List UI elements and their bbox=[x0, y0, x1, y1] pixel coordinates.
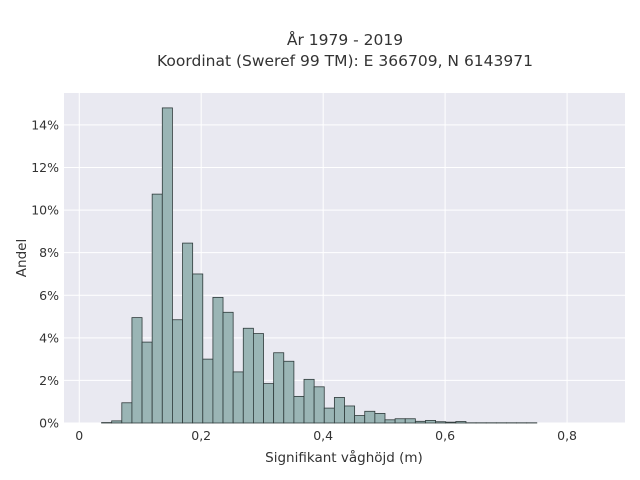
histogram-bar bbox=[374, 413, 386, 424]
histogram-bar bbox=[303, 378, 315, 424]
y-tick-label: 14% bbox=[31, 117, 59, 132]
histogram-bar bbox=[111, 420, 123, 424]
histogram-bar bbox=[414, 420, 426, 424]
histogram-bar bbox=[202, 358, 214, 424]
histogram-bar bbox=[151, 193, 163, 424]
x-tick-label: 0,8 bbox=[557, 428, 577, 443]
histogram-bar bbox=[394, 418, 406, 424]
y-tick-label: 6% bbox=[39, 288, 59, 303]
histogram-bar bbox=[293, 395, 305, 424]
histogram-bar bbox=[323, 407, 335, 424]
y-tick-label: 12% bbox=[31, 160, 59, 175]
y-tick-label: 4% bbox=[39, 330, 59, 345]
x-tick-label: 0,6 bbox=[435, 428, 455, 443]
histogram-bars bbox=[101, 107, 538, 424]
histogram-bar bbox=[344, 405, 356, 424]
histogram-bar bbox=[141, 341, 153, 424]
y-axis-label: Andel bbox=[14, 239, 30, 277]
histogram-bar bbox=[333, 397, 345, 424]
histogram-bar bbox=[354, 415, 366, 424]
x-tick-label: 0 bbox=[75, 428, 83, 443]
histogram-bar bbox=[313, 386, 325, 424]
histogram-bar bbox=[222, 311, 234, 424]
histogram-bar bbox=[131, 317, 143, 424]
histogram-bar bbox=[252, 333, 264, 424]
histogram-bar bbox=[435, 421, 447, 424]
histogram-bar bbox=[273, 352, 285, 424]
histogram-bar bbox=[384, 419, 396, 424]
y-axis-ticks: 0% 2% 4% 6% 8% 10% 12% 14% bbox=[31, 117, 59, 430]
histogram-bar bbox=[263, 383, 275, 424]
histogram-bar bbox=[121, 402, 133, 424]
histogram-bar bbox=[425, 420, 437, 424]
histogram-bar bbox=[242, 327, 254, 424]
chart-title-line-2: Koordinat (Sweref 99 TM): E 366709, N 61… bbox=[157, 52, 533, 70]
histogram-bar bbox=[172, 319, 183, 424]
histogram-bar bbox=[404, 418, 416, 424]
histogram-bar bbox=[283, 360, 295, 424]
y-tick-label: 0% bbox=[39, 416, 59, 431]
x-axis-label: Signifikant våghöjd (m) bbox=[265, 449, 423, 466]
histogram-bar bbox=[192, 273, 204, 424]
histogram-bar bbox=[232, 371, 244, 424]
histogram-bar bbox=[182, 242, 194, 424]
x-tick-label: 0,2 bbox=[191, 428, 211, 443]
y-tick-label: 10% bbox=[31, 203, 59, 218]
y-tick-label: 8% bbox=[39, 245, 59, 260]
histogram-bar bbox=[161, 107, 173, 424]
y-tick-label: 2% bbox=[39, 373, 59, 388]
x-axis-ticks: 0 0,2 0,4 0,6 0,8 bbox=[75, 428, 577, 443]
histogram-bar bbox=[455, 421, 467, 424]
histogram-bar bbox=[212, 296, 224, 424]
histogram-bar bbox=[445, 421, 457, 424]
chart-title-line-1: År 1979 - 2019 bbox=[287, 30, 403, 49]
histogram-bar bbox=[364, 410, 376, 424]
x-tick-label: 0,4 bbox=[313, 428, 333, 443]
